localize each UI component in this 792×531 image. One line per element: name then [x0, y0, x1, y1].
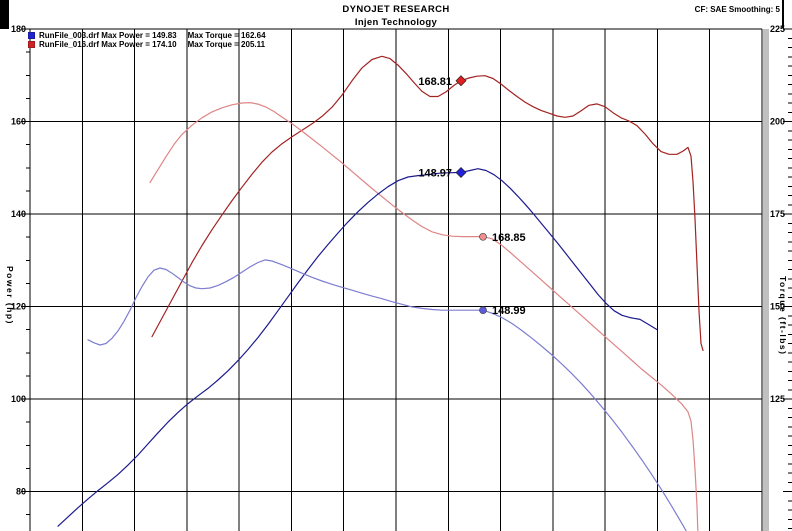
power-axis-title: Power (hp) [5, 266, 15, 325]
legend-max-torque-label: Max Torque = 162.64 [187, 31, 266, 40]
chart-subtitle: Injen Technology [354, 17, 438, 28]
torque-tick-label: 225 [770, 24, 785, 34]
legend-row-run016: RunFile_016.drf Max Power = 174.10 Max T… [28, 40, 266, 49]
cursor-value-label: 148.99 [492, 305, 526, 317]
torque-tick-label: 200 [770, 117, 785, 127]
curve-run003_power [57, 168, 658, 527]
legend-max-torque-label: Max Torque = 205.11 [187, 40, 266, 49]
legend-file-label: RunFile_016.drf [39, 40, 100, 49]
legend-swatch-blue-icon [28, 32, 35, 39]
chart-title: DYNOJET RESEARCH [342, 4, 450, 15]
legend-file-label: RunFile_003.drf [39, 31, 100, 40]
cursor-value-label: 148.97 [418, 168, 452, 180]
torque-tick-label: 125 [770, 394, 785, 404]
power-tick-label: 80 [16, 487, 26, 497]
legend-max-power-label: Max Power = 149.83 [101, 31, 177, 40]
curve-run016_power [151, 55, 704, 351]
power-tick-label: 140 [11, 209, 26, 219]
cursor-marker-diamond-icon [455, 167, 467, 178]
window-corner-artifact [0, 0, 9, 29]
power-tick-label: 100 [11, 394, 26, 404]
legend: RunFile_003.drf Max Power = 149.83 Max T… [28, 31, 266, 49]
legend-max-power-label: Max Power = 174.10 [101, 40, 177, 49]
cursor-value-label: 168.85 [492, 232, 526, 244]
power-tick-label: 180 [11, 24, 26, 34]
curve-run003_torque [87, 259, 687, 531]
cursor-value-label: 168.81 [418, 76, 452, 88]
torque-tick-label: 175 [770, 209, 785, 219]
legend-row-run003: RunFile_003.drf Max Power = 149.83 Max T… [28, 31, 266, 40]
cursor-marker-circle-icon [479, 306, 487, 315]
cursor-marker-circle-icon [479, 232, 487, 241]
legend-swatch-red-icon [28, 41, 35, 48]
correction-smoothing-label: CF: SAE Smoothing: 5 [694, 5, 780, 14]
torque-tick-label: 150 [770, 302, 785, 312]
torque-axis-title: Torque (ft-lbs) [778, 276, 788, 356]
curve-run016_torque [149, 101, 699, 531]
right-axis-band [763, 29, 769, 531]
cursor-marker-diamond-icon [455, 75, 467, 87]
right-axis-top-tick [782, 0, 784, 28]
power-tick-label: 160 [11, 117, 26, 127]
power-tick-label: 120 [11, 302, 26, 312]
